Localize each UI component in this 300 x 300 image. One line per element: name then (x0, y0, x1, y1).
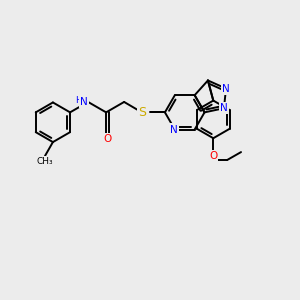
Text: N: N (220, 103, 228, 113)
Text: N: N (222, 83, 230, 94)
Text: N: N (80, 97, 88, 107)
Text: O: O (209, 151, 218, 161)
Text: S: S (138, 106, 146, 119)
Text: CH₃: CH₃ (37, 158, 53, 166)
Text: O: O (103, 134, 111, 144)
Text: N: N (170, 124, 178, 134)
Text: H: H (75, 96, 82, 105)
